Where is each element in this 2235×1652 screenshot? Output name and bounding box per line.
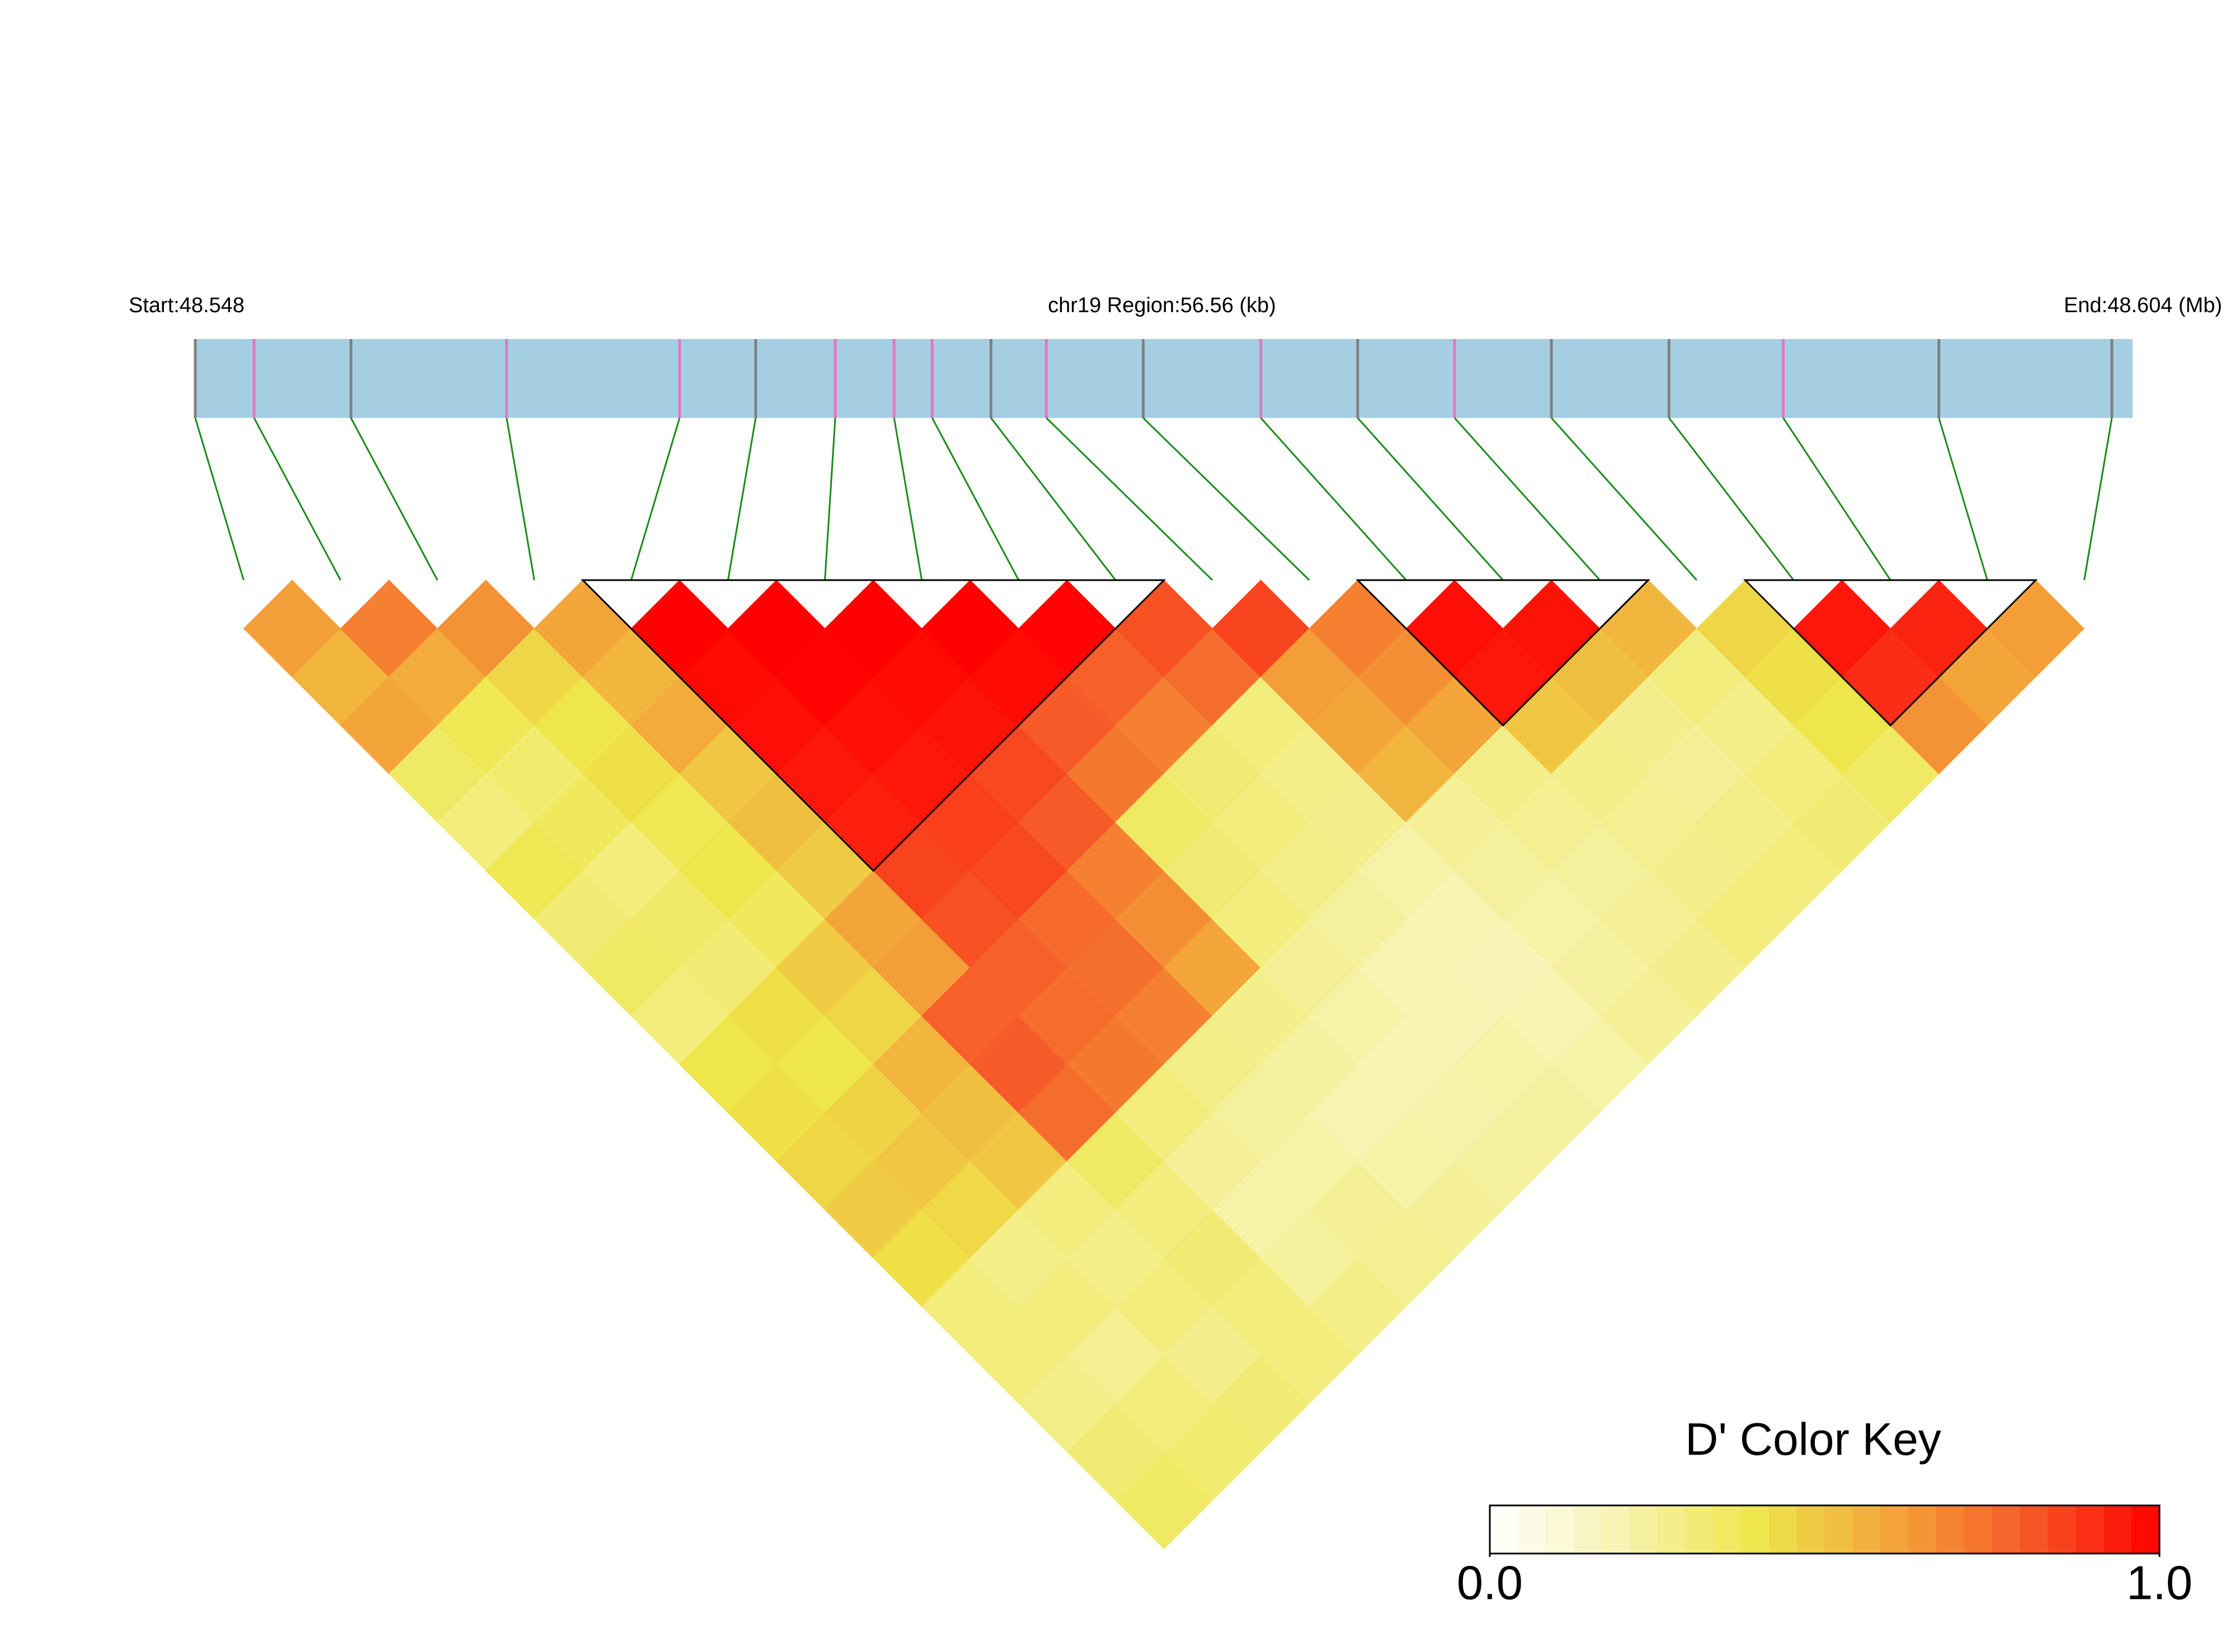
haplotype-block — [580, 579, 1166, 872]
snp-connector — [1668, 417, 1795, 581]
color-key-swatch — [1601, 1505, 1630, 1554]
snp-connector — [350, 417, 439, 581]
color-key-swatch — [1852, 1505, 1881, 1554]
start-label: Start:48.548 — [129, 294, 244, 317]
snp-connector — [1046, 417, 1213, 581]
color-key-swatch — [1768, 1505, 1798, 1554]
end-label: End:48.604 (Mb) — [2064, 294, 2222, 317]
snp-connector — [506, 417, 535, 581]
color-key-swatch — [2104, 1505, 2132, 1554]
color-key-swatch — [1908, 1505, 1937, 1554]
snp-connector — [1260, 417, 1407, 581]
color-key-frame — [1489, 1504, 2161, 1555]
snp-connector — [931, 417, 1020, 581]
color-key-swatch — [1573, 1505, 1602, 1554]
snp-connector — [253, 417, 342, 581]
snp-connector — [990, 417, 1117, 581]
color-key-label: 0.0 — [1457, 1556, 1523, 1609]
snp-connector — [727, 417, 757, 581]
haplotype-block — [1743, 579, 2038, 727]
snp-connector — [1357, 417, 1504, 581]
color-key-swatch — [1824, 1505, 1853, 1554]
color-key-swatch — [1517, 1505, 1546, 1554]
snp-connector — [824, 417, 836, 581]
color-key-swatch — [1936, 1505, 1965, 1554]
color-key-swatch — [1629, 1505, 1658, 1554]
color-key-swatch — [1992, 1505, 2021, 1554]
color-key-swatch — [1796, 1505, 1825, 1554]
color-key-swatch — [1880, 1505, 1909, 1554]
color-key-swatch — [1657, 1505, 1686, 1554]
color-key-swatch — [2076, 1505, 2104, 1554]
snp-connector — [1453, 417, 1601, 581]
color-key-swatch — [1545, 1505, 1574, 1554]
snp-connector — [1142, 417, 1310, 581]
color-key-swatch — [1740, 1505, 1770, 1554]
color-key-title: D' Color Key — [1685, 1414, 1941, 1465]
color-key-swatch — [2020, 1505, 2048, 1554]
color-key-swatch — [1713, 1505, 1742, 1554]
region-label: chr19 Region:56.56 (kb) — [1048, 294, 1276, 317]
color-key-swatch — [1964, 1505, 1993, 1554]
snp-connector — [893, 417, 923, 581]
color-key-swatch — [2132, 1505, 2160, 1554]
color-key-swatch — [1685, 1505, 1714, 1554]
snp-connector — [2083, 417, 2113, 581]
snp-connector — [630, 417, 681, 581]
color-key-swatch — [2048, 1505, 2076, 1554]
color-key-swatch — [1490, 1505, 1518, 1554]
color-key-label: 1.0 — [2126, 1556, 2192, 1609]
snp-connector — [1938, 417, 1988, 581]
snp-track — [195, 339, 2133, 418]
haplotype-block — [1356, 579, 1650, 727]
snp-connector — [194, 417, 245, 581]
snp-connector — [1782, 417, 1891, 581]
snp-connector — [1550, 417, 1697, 581]
